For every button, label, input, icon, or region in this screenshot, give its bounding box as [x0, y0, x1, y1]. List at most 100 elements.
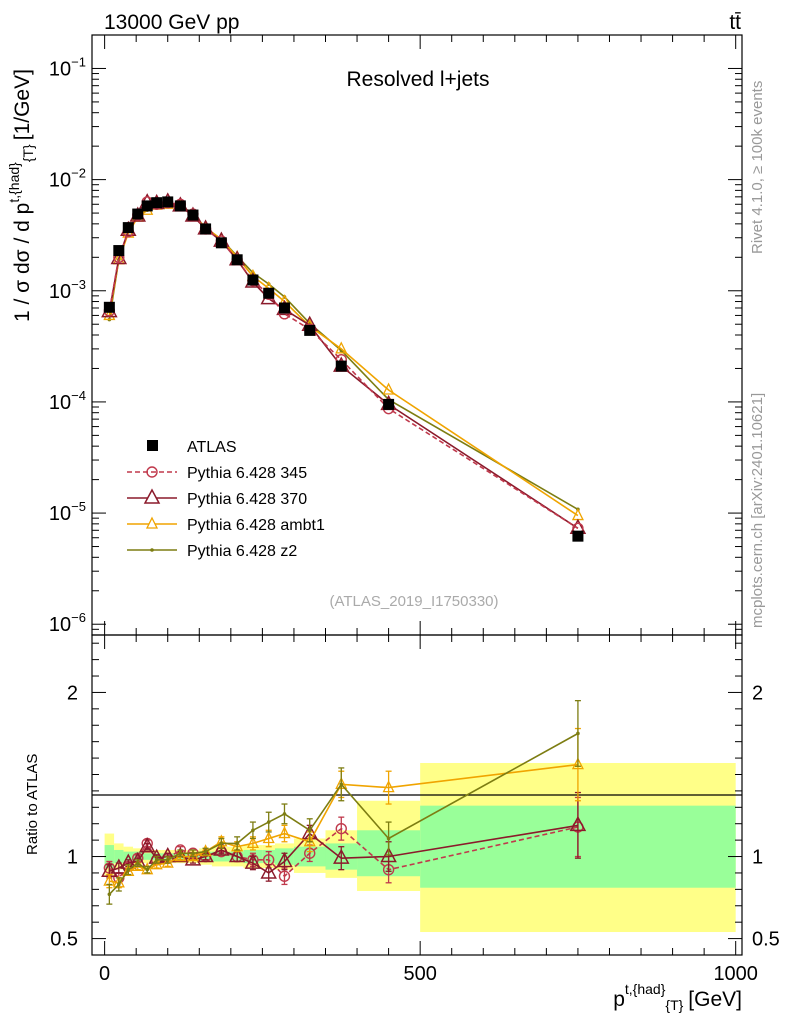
legend-atlas-marker: [147, 440, 158, 451]
main-y-tick-label: 10−1: [49, 54, 86, 80]
main-series: [101, 192, 587, 542]
legend-p370-label: Pythia 6.428 370: [187, 491, 307, 508]
ratio-point-z2: [339, 782, 344, 787]
mcplots-label: mcplots.cern.ch [arXiv:2401.10621]: [749, 393, 766, 628]
point-atlas: [304, 324, 316, 336]
ratio-point-z2: [117, 882, 121, 887]
point-atlas: [187, 209, 199, 221]
tick-exponent: −3: [71, 277, 86, 292]
legend-p370-marker: [143, 488, 161, 504]
ratio-point-p370: [380, 846, 397, 863]
tick-exponent: −2: [71, 166, 86, 181]
main-y-tick-label: 10−6: [49, 610, 86, 636]
point-atlas: [122, 222, 134, 234]
ratio-point-ambt1: [246, 835, 259, 849]
ratio-point-z2: [386, 836, 391, 841]
point-atlas: [132, 208, 144, 220]
ratio-point-z2: [135, 861, 140, 865]
energy-label: 13000 GeV pp: [104, 11, 239, 34]
ratio-point-p370: [260, 863, 277, 879]
point-atlas: [247, 274, 259, 286]
tick-base: 10: [49, 614, 71, 636]
ratio-y-axis-label: Ratio to ATLAS: [24, 754, 41, 855]
ratio-y-tick-label-right: 0.5: [752, 929, 780, 951]
main-axis-ticks: 10−110−210−310−410−510−6: [49, 34, 742, 636]
point-atlas: [113, 245, 125, 257]
legend-atlas-label: ATLAS: [187, 439, 237, 456]
ratio-point-z2: [266, 820, 271, 824]
ratio-point-z2: [154, 858, 159, 862]
ratio-axis-ticks: 0.5 0.5 1 1 2 2 0 500 1000: [50, 635, 780, 985]
ratio-point-z2: [307, 828, 312, 833]
legend-ambt1-label: Pythia 6.428 ambt1: [187, 517, 325, 534]
ratio-uncertainty-bands: [104, 763, 736, 933]
point-atlas: [263, 287, 275, 299]
x-tick-label: 500: [403, 963, 436, 985]
legend-z2-label: Pythia 6.428 z2: [187, 543, 297, 560]
main-y-tick-label: 10−5: [49, 499, 86, 525]
main-y-tick-label: 10−3: [49, 277, 86, 303]
point-atlas: [335, 360, 347, 372]
legend-entry-p345: Pythia 6.428 345: [127, 465, 307, 482]
point-atlas: [174, 200, 186, 212]
ratio-point-z2: [191, 851, 195, 856]
ratio-point-z2: [178, 851, 183, 856]
tick-exponent: −6: [71, 610, 86, 625]
ratio-point-ambt1: [161, 855, 174, 868]
ratio-point-p370: [138, 837, 156, 853]
ratio-point-ambt1: [122, 863, 135, 876]
ratio-point-z2: [282, 812, 287, 816]
tick-base: 10: [49, 58, 71, 80]
ratio-point-ambt1: [278, 826, 291, 839]
ratio-y-tick-label-right: 1: [752, 847, 763, 869]
main-y-tick-label: 10−4: [49, 388, 86, 414]
ratio-point-z2: [219, 841, 224, 846]
ratio-point-p370: [228, 846, 246, 863]
legend-entry-atlas: ATLAS: [147, 439, 237, 456]
ratio-point-p370: [569, 815, 587, 832]
point-atlas: [103, 301, 115, 313]
ratio-y-tick-label-right: 2: [752, 682, 763, 704]
main-y-tick-label: 10−2: [49, 166, 86, 192]
ratio-point-ambt1: [231, 839, 244, 852]
tick-base: 10: [49, 392, 71, 414]
point-atlas: [151, 197, 163, 209]
point-atlas: [572, 530, 584, 542]
ratio-y-tick-label: 1: [67, 847, 78, 869]
ratio-point-ambt1: [174, 849, 187, 862]
legend: ATLAS Pythia 6.428 345 Pythia 6.428 370 …: [127, 439, 325, 560]
point-ambt1: [382, 382, 395, 395]
ratio-point-p370: [213, 840, 230, 856]
point-atlas: [141, 200, 153, 212]
ratio-point-ambt1: [571, 757, 584, 770]
point-p370: [110, 248, 128, 265]
point-atlas: [278, 302, 290, 314]
ratio-plot-frame: [91, 634, 743, 956]
ratio-point-ambt1: [303, 834, 316, 847]
legend-p345-label: Pythia 6.428 345: [187, 465, 307, 482]
ratio-point-z2: [235, 841, 239, 846]
ratio-y-tick-label: 2: [67, 682, 78, 704]
ratio-panel: 0.5 0.5 1 1 2 2 0 500 1000 Ratio to ATLAS pt,{ha…: [24, 634, 780, 1013]
tick-base: 10: [49, 503, 71, 525]
legend-entry-z2: Pythia 6.428 z2: [127, 543, 297, 560]
ratio-point-p370: [244, 853, 262, 869]
x-axis-label: pt,{had}{T} [GeV]: [613, 981, 742, 1013]
ratio-point-p370: [276, 851, 293, 868]
ratio-point-p345: [335, 822, 347, 835]
legend-ambt1-marker: [145, 516, 159, 529]
series-atlas: [103, 196, 584, 542]
process-label: tt̄: [729, 11, 741, 34]
ratio-point-z2: [165, 858, 170, 862]
x-tick-label: 0: [99, 963, 110, 985]
main-panel: 10−110−210−310−410−510−6 Resolved l+jets…: [6, 34, 743, 636]
main-y-axis-label: 1 / σ dσ / d pt,{had}{T}[1/GeV]: [6, 69, 36, 322]
point-ambt1: [335, 341, 348, 354]
ratio-point-ambt1: [186, 849, 200, 862]
legend-p345-marker: [146, 466, 158, 478]
point-atlas: [383, 398, 395, 410]
legend-entry-ambt1: Pythia 6.428 ambt1: [127, 516, 325, 534]
tick-exponent: −1: [71, 54, 86, 69]
uncertainty-band-inner: [114, 849, 124, 864]
ratio-point-z2: [203, 849, 208, 854]
